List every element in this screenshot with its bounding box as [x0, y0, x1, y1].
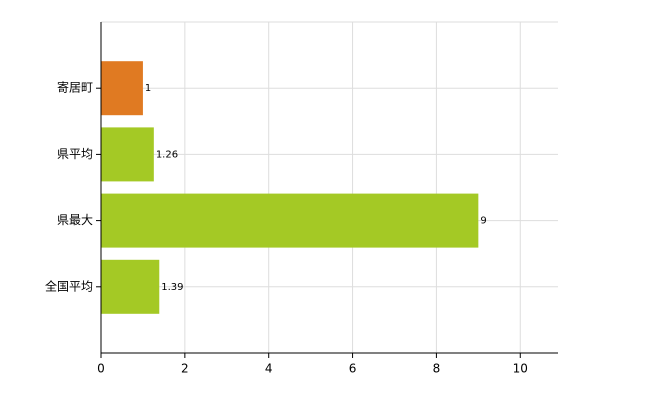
bar: [101, 259, 160, 314]
bar: [101, 193, 479, 248]
x-tick-label: 4: [265, 362, 273, 376]
bar: [101, 127, 154, 182]
bar: [101, 61, 143, 116]
x-tick-label: 2: [181, 362, 189, 376]
value-label: 1.39: [161, 282, 183, 293]
value-label: 1.26: [156, 149, 178, 160]
y-tick-label: 全国平均: [45, 278, 93, 293]
x-tick-label: 8: [433, 362, 441, 376]
x-tick-label: 6: [349, 362, 357, 376]
value-label: 1: [145, 83, 151, 94]
y-tick-label: 県平均: [57, 147, 93, 161]
y-tick-label: 県最大: [57, 213, 93, 227]
y-tick-label: 寄居町: [57, 80, 93, 95]
x-tick-label: 10: [513, 362, 528, 376]
x-tick-label: 0: [97, 362, 105, 376]
value-label: 9: [480, 216, 486, 227]
